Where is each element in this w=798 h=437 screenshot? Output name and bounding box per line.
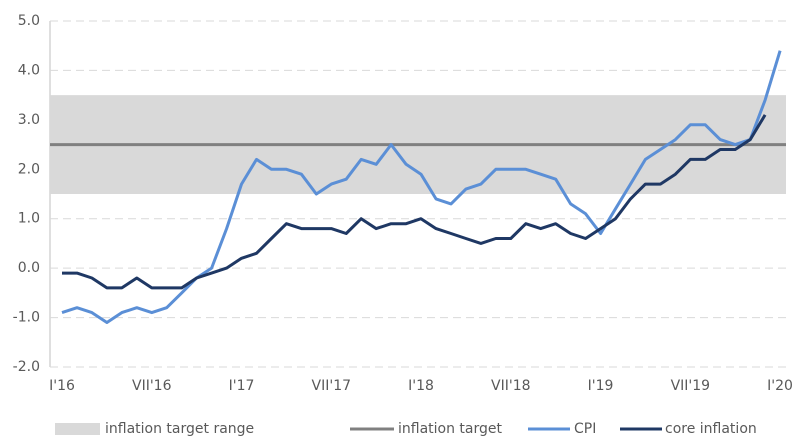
y-tick-label: -1.0 [13,310,40,326]
legend-label: CPI [574,421,596,437]
x-tick-label: I'16 [49,378,75,394]
legend-label: inflation target [398,421,503,437]
x-tick-label: I'19 [588,378,614,394]
y-tick-label: 2.0 [18,161,40,177]
y-tick-label: 4.0 [18,62,40,78]
x-tick-label: I'17 [229,378,255,394]
x-tick-label: VII'18 [491,378,531,394]
legend-label: inflation target range [105,421,254,437]
y-tick-label: 0.0 [18,260,40,276]
x-tick-label: VII'19 [671,378,711,394]
x-tick-label: I'20 [767,378,793,394]
series-line [61,50,782,324]
x-tick-label: I'18 [408,378,434,394]
legend-swatch [55,423,100,435]
y-tick-label: -2.0 [13,359,40,375]
series-line [62,114,767,290]
y-tick-label: 5.0 [18,13,40,29]
x-tick-label: VII'17 [312,378,352,394]
y-tick-label: 3.0 [18,112,40,128]
legend-label: core inflation [665,421,757,437]
y-tick-label: 1.0 [18,211,40,227]
x-tick-label: VII'16 [132,378,172,394]
